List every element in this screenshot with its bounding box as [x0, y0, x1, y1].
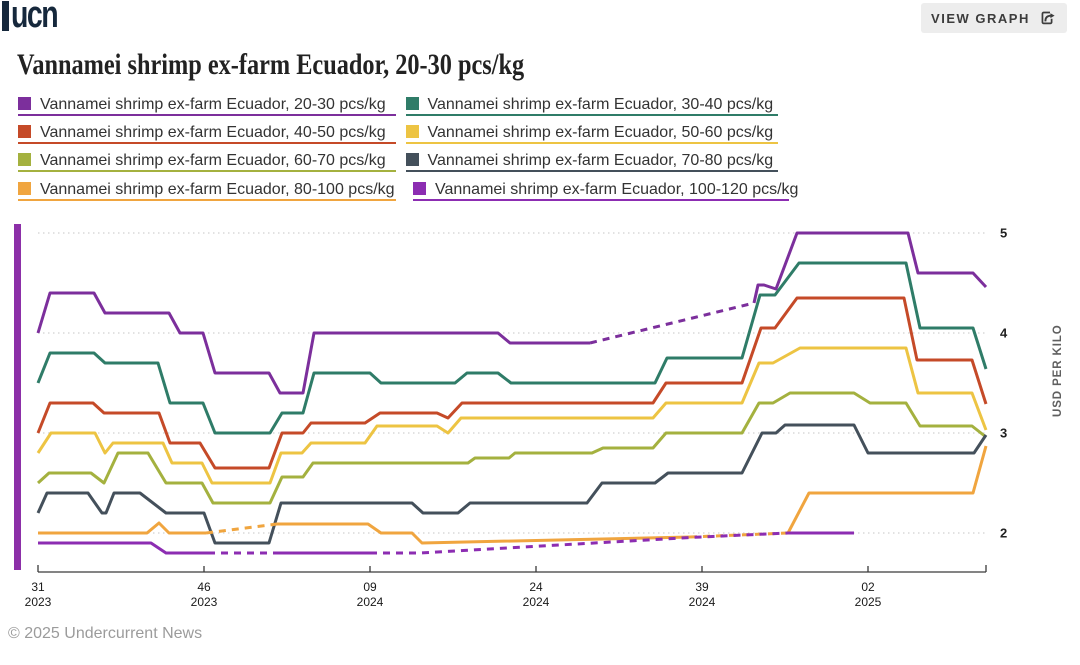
svg-text:2025: 2025: [855, 595, 882, 609]
svg-text:2024: 2024: [523, 595, 550, 609]
svg-text:39: 39: [695, 580, 709, 594]
svg-text:2: 2: [1000, 526, 1007, 541]
svg-text:02: 02: [861, 580, 875, 594]
svg-text:2024: 2024: [357, 595, 384, 609]
svg-text:3: 3: [1000, 426, 1007, 441]
svg-text:USD PER KILO: USD PER KILO: [1052, 324, 1064, 417]
svg-text:2023: 2023: [25, 595, 52, 609]
svg-text:2023: 2023: [191, 595, 218, 609]
svg-text:5: 5: [1000, 226, 1007, 241]
svg-text:31: 31: [31, 580, 45, 594]
svg-text:09: 09: [363, 580, 377, 594]
svg-text:46: 46: [197, 580, 211, 594]
svg-text:4: 4: [1000, 326, 1008, 341]
svg-text:2024: 2024: [689, 595, 716, 609]
svg-text:24: 24: [529, 580, 543, 594]
